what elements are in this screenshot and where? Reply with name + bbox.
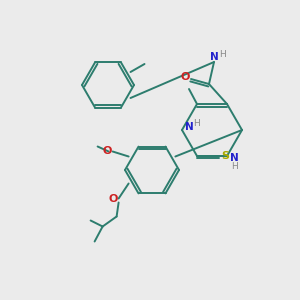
- Text: H: H: [193, 118, 200, 127]
- Text: N: N: [230, 153, 238, 163]
- Text: H: H: [219, 50, 225, 58]
- Text: N: N: [210, 52, 218, 62]
- Text: O: O: [180, 72, 190, 82]
- Text: H: H: [231, 163, 237, 172]
- Text: N: N: [184, 122, 194, 132]
- Text: S: S: [221, 151, 229, 161]
- Text: O: O: [103, 146, 112, 155]
- Text: O: O: [109, 194, 118, 205]
